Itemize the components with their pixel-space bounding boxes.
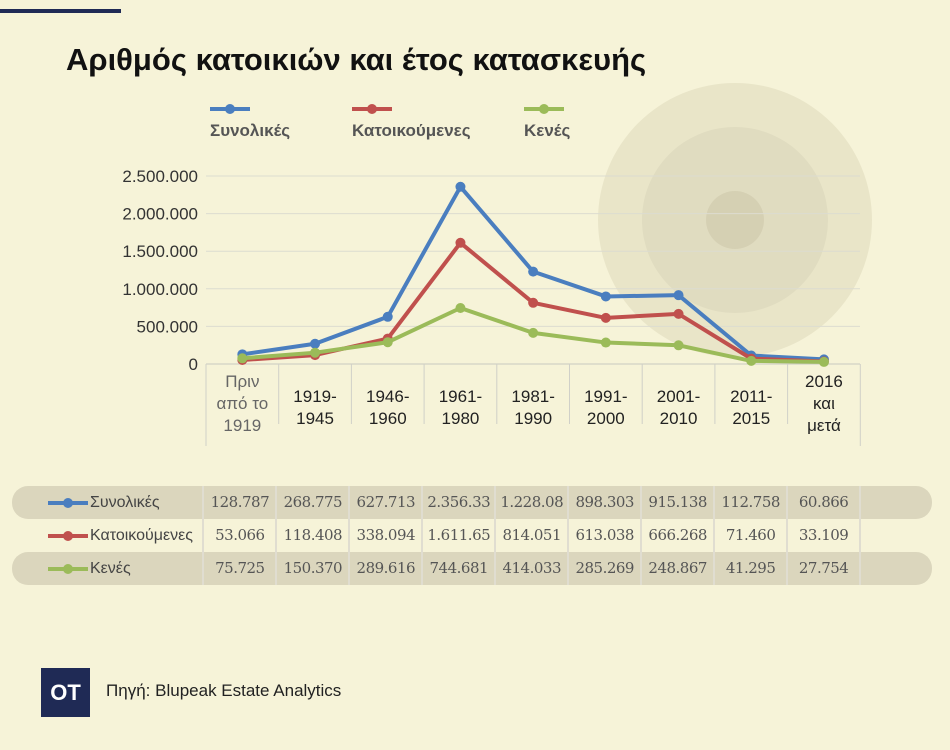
x-tick-label: Πριν από το 1919 [217,372,269,435]
table-cell-empty [859,519,932,552]
decorative-circle-inner [706,191,764,249]
data-point [455,181,466,192]
table-cell: 112.758 [713,486,786,519]
legend-marker-icon [210,104,250,114]
table-cell: 75.725 [202,552,275,585]
table-cell: 338.094 [348,519,421,552]
table-cell: 60.866 [786,486,859,519]
x-tick-label: 2016 και μετά [805,372,843,435]
table-cell: 268.775 [275,486,348,519]
table-cell: 53.066 [202,519,275,552]
table-cell-empty [859,552,932,585]
x-tick-label: 1919-1945 [293,387,336,428]
table-cell: 150.370 [275,552,348,585]
legend-marker-icon [352,104,392,114]
table-row: Κατοικούμενες 53.066 118.408 338.094 1.611.6… [12,519,932,552]
row-name: Συνολικές [90,493,160,511]
table-cell: 1.228.08 [494,486,567,519]
table-cell: 1.611.65 [421,519,494,552]
table-cell: 613.038 [567,519,640,552]
table-cell: 915.138 [640,486,713,519]
data-point [310,338,321,349]
y-tick-label: 2.500.000 [122,167,198,186]
data-point [455,237,466,248]
x-tick-label: 2001-2010 [657,387,700,428]
y-tick-label: 1.000.000 [122,280,198,299]
x-tick-label: 1981-1990 [511,387,554,428]
row-label: Κατοικούμενες [12,527,202,545]
x-tick-label: 1961-1980 [439,387,482,428]
legend-marker-icon [48,530,88,541]
legend-item: Συνολικές [210,103,290,141]
x-tick-label: 1991-2000 [584,387,627,428]
data-point [600,312,611,323]
table-cell: 666.268 [640,519,713,552]
table-cell: 744.681 [421,552,494,585]
data-point [455,303,466,313]
table-cell: 2.356.33 [421,486,494,519]
line-chart: 0 500.000 1.000.000 1.500.000 2.000.000 2.500… [122,167,861,446]
legend-label: Κατοικούμενες [352,121,471,140]
table-cell-empty [859,486,932,519]
top-accent-bar [0,9,121,13]
data-point [600,291,611,302]
legend-marker-icon [524,104,564,114]
table-cell: 128.787 [202,486,275,519]
data-point [673,308,684,319]
table-cell: 285.269 [567,552,640,585]
data-point [673,340,684,351]
row-name: Κατοικούμενες [90,526,193,544]
table-cell: 814.051 [494,519,567,552]
y-tick-label: 0 [189,355,198,374]
data-point [382,337,393,348]
data-point [310,347,321,358]
table-cell: 118.408 [275,519,348,552]
table-cell: 248.867 [640,552,713,585]
legend-item: Κενές [524,103,570,141]
legend-label: Κενές [524,121,571,140]
x-tick-label: 1946-1960 [366,387,409,428]
table-row: Κενές 75.725 150.370 289.616 744.681 414.033 2… [12,552,932,585]
table-cell: 71.460 [713,519,786,552]
data-table: Συνολικές 128.787 268.775 627.713 2.356.33 1.… [12,486,932,585]
data-point [818,356,829,367]
table-cell: 33.109 [786,519,859,552]
y-tick-label: 2.000.000 [122,205,198,224]
data-point [382,311,393,322]
table-cell: 627.713 [348,486,421,519]
chart-title: Αριθμός κατοικιών και έτος κατασκευής [66,42,647,77]
legend-marker-icon [48,563,88,574]
x-tick-label: 2011-2015 [730,387,772,428]
data-point [528,327,539,338]
y-tick-label: 500.000 [137,317,198,336]
table-cell: 27.754 [786,552,859,585]
table-cell: 414.033 [494,552,567,585]
row-name: Κενές [90,559,131,577]
table-row: Συνολικές 128.787 268.775 627.713 2.356.33 1.… [12,486,932,519]
data-point [746,355,757,366]
table-cell: 41.295 [713,552,786,585]
ot-logo: OT [41,668,90,717]
data-point [237,353,248,364]
data-point [600,337,611,348]
data-point [528,266,539,277]
row-label: Συνολικές [12,494,202,512]
legend-marker-icon [48,497,88,508]
table-cell: 289.616 [348,552,421,585]
y-tick-label: 1.500.000 [122,242,198,261]
data-point [673,290,684,301]
table-cell: 898.303 [567,486,640,519]
legend-label: Συνολικές [210,121,291,140]
source-text: Πηγή: Blupeak Estate Analytics [106,681,342,700]
data-point [528,297,539,308]
row-label: Κενές [12,560,202,578]
legend-item: Κατοικούμενες [352,103,471,141]
